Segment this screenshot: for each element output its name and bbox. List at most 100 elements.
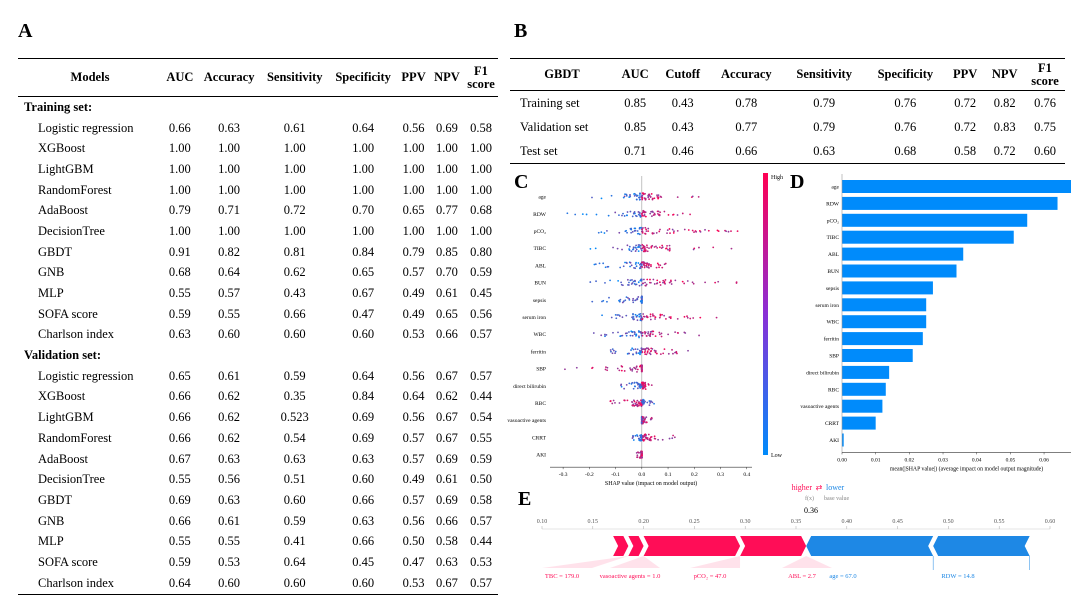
panel-label-a: A [18,20,33,42]
shap-point [648,266,650,269]
metric-cell: 0.75 [1034,119,1056,134]
importance-bar [842,298,927,312]
shap-point [645,264,648,267]
shap-point [638,315,641,318]
importance-bar [842,349,913,362]
shap-point [715,316,718,319]
table-row: GNB 0.66 0.61 0.59 0.63 0.56 0.66 0.57 [18,511,498,532]
shap-point [659,333,661,336]
shap-point [648,334,651,337]
metric-cell: 0.54 [283,430,306,445]
importance-bar [842,264,957,278]
shap-point [638,456,641,459]
table-a-section-title: Training set: [24,99,93,114]
table-row: LightGBM 0.66 0.62 0.523 0.69 0.56 0.67 0.54 [18,407,498,428]
shap-point [650,265,652,268]
table-row: Charlson index 0.64 0.60 0.60 0.60 0.53 0.67 0.… [18,573,498,594]
metric-cell: 0.51 [283,472,306,487]
shap-point [636,230,639,232]
shap-point [693,247,696,250]
shap-point [643,262,646,265]
shap-point [648,263,651,266]
metric-cell: 0.63 [168,327,191,342]
shap-point [605,366,607,369]
shap-point [621,334,624,337]
metric-cell: 0.82 [993,95,1016,110]
metric-cell: 1.00 [352,223,375,238]
table-b-header-2: Cutoff [665,67,701,81]
importance-bar [842,416,876,430]
shap-point [634,348,637,351]
importance-bar [842,213,1028,227]
metric-cell: 0.66 [435,327,458,342]
shap-point [654,318,656,320]
shap-point [683,315,686,318]
shap-point [640,402,642,405]
category-label: pCO₂ [827,218,839,224]
shap-point [631,334,634,337]
table-b-header-5: Specificity [877,67,934,81]
metric-cell: 1.00 [168,182,191,197]
metric-cell: 0.64 [283,554,306,569]
shap-point [662,352,665,355]
shap-point [629,368,632,371]
shap-point [595,213,598,216]
shap-point [642,438,644,441]
shap-point [683,228,686,231]
category-label: RDW [826,201,840,207]
category-label: sepsis [826,286,839,292]
shap-point [667,214,670,216]
shap-point [647,194,650,197]
metric-cell: 0.66 [168,389,191,404]
shap-point [643,386,645,388]
shap-point [628,245,631,248]
shap-point [657,194,660,196]
metric-cell: 0.64 [352,368,375,383]
shap-point [608,296,610,299]
shap-point [637,244,640,246]
shap-point [653,314,655,317]
shap-point [635,334,638,336]
colorbar-low-label: Low [771,453,783,459]
table-b-header-4: Sensitivity [796,67,852,81]
shap-point [615,317,618,320]
force-tick-label: 0.20 [638,519,649,525]
shap-point [622,265,625,268]
shap-point [640,278,643,281]
shap-point [645,230,648,233]
shap-point [687,229,690,231]
shap-point [609,349,612,351]
shap-point [574,213,577,216]
shap-point [621,214,623,217]
shap-point [686,280,689,282]
shap-point [693,231,695,233]
shap-point [656,279,659,282]
shap-point [652,330,655,333]
feature-label: TIBC [533,246,546,252]
shap-point [657,263,660,266]
x-tick-label: 0.4 [743,472,750,478]
shap-point [658,266,660,269]
shap-point [642,416,645,419]
shap-point [637,402,640,404]
model-name-cell: AdaBoost [38,203,88,218]
base-value-label: base value [824,496,849,502]
x-tick-label: 0.02 [905,457,915,463]
metric-cell: 0.49 [402,306,425,321]
shap-point [656,194,658,197]
shap-point [629,367,631,370]
shap-point [627,296,629,299]
feature-label: serum iron [522,315,546,321]
shap-point [666,244,668,247]
category-label: ABL [828,252,840,258]
metric-cell: 0.66 [735,143,758,158]
shap-point [670,283,673,285]
category-label: WBC [826,320,839,326]
shap-point [635,215,638,218]
shap-point [649,212,652,215]
shap-point [604,368,607,371]
metric-cell: 0.76 [1034,95,1056,110]
shap-point [635,401,638,404]
metric-cell: 0.65 [435,306,458,321]
shap-point [652,232,655,235]
